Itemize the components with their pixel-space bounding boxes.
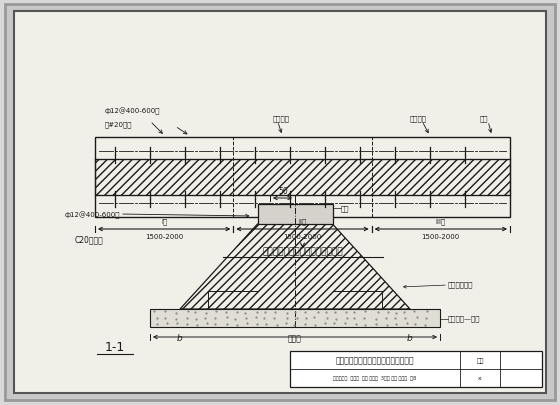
- Text: 横筋: 横筋: [480, 115, 488, 122]
- Text: 标记: 标记: [476, 357, 484, 363]
- Text: 50: 50: [278, 187, 288, 196]
- Text: 铺抹表面找坡: 铺抹表面找坡: [448, 281, 474, 288]
- Text: 1500-2000: 1500-2000: [422, 233, 460, 239]
- Text: b: b: [177, 334, 183, 343]
- Text: 夯填: 夯填: [340, 205, 349, 212]
- Text: ф12@400-600筋: ф12@400-600筋: [65, 211, 120, 218]
- Text: 砖砌条形基础混凝土套加宽底面图: 砖砌条形基础混凝土套加宽底面图: [262, 247, 343, 256]
- Text: C20混凝土: C20混凝土: [75, 235, 104, 244]
- Bar: [95, 138, 510, 217]
- Text: 1500-2000: 1500-2000: [283, 233, 321, 239]
- Text: 1500-2000: 1500-2000: [145, 233, 183, 239]
- Bar: [290, 351, 542, 387]
- Text: 板#20钢筋: 板#20钢筋: [105, 121, 133, 127]
- Text: 1-1: 1-1: [105, 341, 125, 354]
- Bar: [95, 160, 510, 195]
- Text: b: b: [407, 334, 413, 343]
- Text: 混凝土套加宽砖砌条形基础底面积加固: 混凝土套加宽砖砌条形基础底面积加固: [335, 356, 414, 364]
- Text: I段: I段: [161, 218, 167, 224]
- Text: 审核方案表  万方砖  做到 面数据  3图片 铺过 协数量  签8: 审核方案表 万方砖 做到 面数据 3图片 铺过 协数量 签8: [333, 375, 417, 381]
- Bar: [258, 205, 333, 224]
- Text: 基础宽: 基础宽: [288, 334, 302, 343]
- Text: 砂浆条形—砖基: 砂浆条形—砖基: [448, 315, 480, 322]
- Bar: [150, 309, 440, 327]
- Text: 纵筋处截: 纵筋处截: [410, 115, 427, 122]
- Text: ф12@400-600筋: ф12@400-600筋: [105, 107, 161, 115]
- Text: 纵筋处截: 纵筋处截: [273, 115, 290, 122]
- Text: II段: II段: [298, 218, 307, 224]
- Text: III段: III段: [436, 218, 446, 224]
- Text: x: x: [478, 375, 482, 381]
